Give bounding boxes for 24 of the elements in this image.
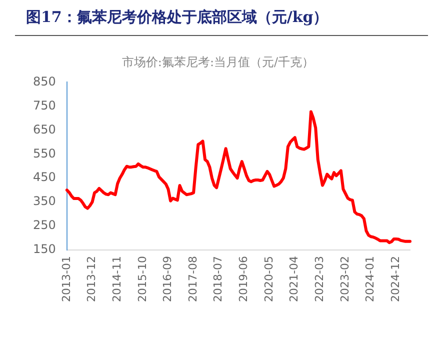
x-tick-label: 2024-12 [389, 256, 402, 302]
chart-subtitle: 市场价:氟苯尼考:当月值（元/千克） [120, 54, 316, 71]
x-tick-label: 2013-01 [60, 256, 73, 302]
x-tick-label: 2017-08 [186, 256, 200, 302]
x-tick-label: 2022-03 [313, 256, 326, 302]
x-tick-label: 2020-05 [262, 256, 276, 302]
x-tick-label: 2016-09 [161, 256, 174, 302]
y-tick-label: 750 [33, 98, 56, 112]
x-tick-label: 2023-02 [338, 256, 352, 302]
y-tick-label: 250 [33, 218, 56, 232]
x-tick-label: 2014-11 [110, 256, 124, 302]
x-tick-label: 2019-06 [237, 256, 250, 302]
chart-title: 图17：氟苯尼考价格处于底部区域（元/kg） [26, 8, 328, 27]
y-tick-label: 550 [33, 146, 56, 160]
x-tick-label: 2021-04 [288, 256, 301, 302]
x-tick-label: 2015-10 [136, 256, 149, 302]
y-tick-label: 850 [33, 74, 56, 88]
x-tick-label: 2018-07 [212, 256, 225, 302]
y-tick-label: 650 [33, 122, 56, 136]
y-tick-label: 150 [33, 242, 56, 256]
y-tick-label: 350 [33, 194, 56, 208]
y-tick-label: 450 [33, 170, 56, 184]
x-tick-label: 2024-01 [364, 256, 377, 302]
x-tick-label: 2013-12 [85, 256, 98, 302]
